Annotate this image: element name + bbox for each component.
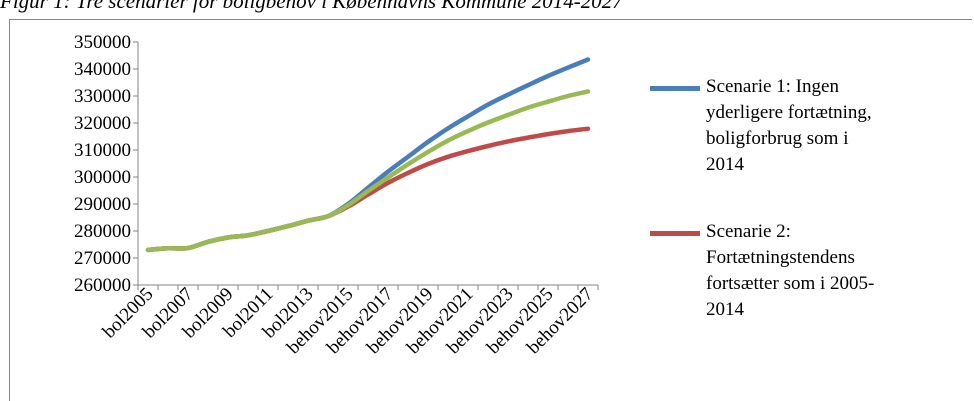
legend-label-line: yderligere fortætning,	[706, 102, 872, 123]
legend-swatch-scenarie-1	[650, 86, 700, 91]
y-tick-label: 330000	[74, 86, 131, 107]
y-tick-label: 350000	[74, 32, 131, 53]
y-tick-label: 270000	[74, 248, 131, 269]
legend-label-line: 2014	[706, 299, 744, 320]
y-tick-label: 310000	[74, 140, 131, 161]
legend-label-line: fortsætter som i 2005-	[706, 273, 875, 294]
legend-entry-scenarie-2: Scenarie 2: Fortætningstendens fortsætte…	[650, 219, 956, 323]
y-tick-label: 260000	[74, 275, 131, 296]
y-tick-label: 320000	[74, 113, 131, 134]
legend-entry-scenarie-1: Scenarie 1: Ingen yderligere fortætning,…	[650, 74, 956, 178]
legend-label-line: Scenarie 1: Ingen	[706, 76, 839, 97]
series-line-3	[145, 89, 591, 253]
legend-swatch-scenarie-2	[650, 231, 700, 236]
y-tick-label: 340000	[74, 59, 131, 80]
series-line-1	[145, 57, 591, 253]
legend-label-line: Scenarie 2:	[706, 221, 791, 242]
legend-label-line: 2014	[706, 154, 744, 175]
y-tick-label: 280000	[74, 221, 131, 242]
legend-label-line: boligforbrug som i	[706, 128, 849, 149]
y-tick-label: 290000	[74, 194, 131, 215]
figure-caption: Figur 1: Tre scenarier for boligbehov i …	[0, 0, 623, 13]
y-tick-label: 300000	[74, 167, 131, 188]
legend-label-line: Fortætningstendens	[706, 247, 855, 268]
chart-frame	[9, 19, 972, 401]
